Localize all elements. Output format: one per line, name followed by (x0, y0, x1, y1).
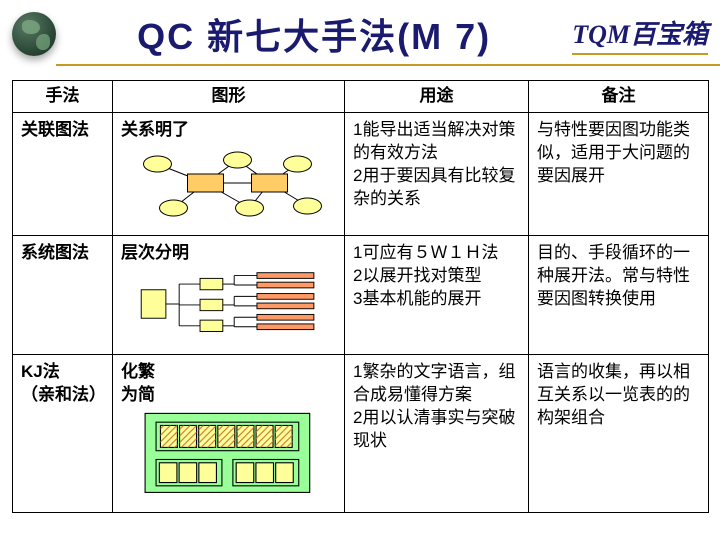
header: QC 新七大手法(M 7) TQM百宝箱 (0, 0, 720, 64)
cell-figure: 关系明了 (113, 112, 345, 235)
figure-label: 层次分明 (121, 242, 336, 265)
methods-table: 手法 图形 用途 备注 关联图法关系明了 1能导出适当解决对策的有效方法 2用于要… (12, 80, 709, 513)
cell-usage: 1繁杂的文字语言，组合成易懂得方案 2用以认清事实与突破现状 (345, 354, 529, 512)
page-title: QC 新七大手法(M 7) (56, 8, 572, 60)
cell-method: 关联图法 (13, 112, 113, 235)
cell-usage: 1可应有５Ｗ１Ｈ法 2以展开找对策型 3基本机能的展开 (345, 235, 529, 354)
figure-label: 关系明了 (121, 119, 336, 142)
cell-method: 系统图法 (13, 235, 113, 354)
th-usage: 用途 (345, 81, 529, 113)
table-row: 关联图法关系明了 1能导出适当解决对策的有效方法 2用于要因具有比较复杂的关系与特… (13, 112, 709, 235)
cell-figure: 化繁 为简 (113, 354, 345, 512)
diagram (121, 267, 336, 341)
th-figure: 图形 (113, 81, 345, 113)
tqm-label: TQM百宝箱 (572, 14, 708, 55)
diagram (121, 409, 336, 499)
table-row: KJ法 （亲和法）化繁 为简1繁杂的文字语言，组合成易懂得方案 2用以认清事实与… (13, 354, 709, 512)
cell-remark: 语言的收集，再以相互关系以一览表的的构架组合 (529, 354, 709, 512)
cell-method: KJ法 （亲和法） (13, 354, 113, 512)
cell-usage: 1能导出适当解决对策的有效方法 2用于要因具有比较复杂的关系 (345, 112, 529, 235)
gold-rule (56, 64, 720, 66)
figure-label: 化繁 为简 (121, 361, 336, 407)
th-method: 手法 (13, 81, 113, 113)
table-header-row: 手法 图形 用途 备注 (13, 81, 709, 113)
table-row: 系统图法层次分明 1可应有５Ｗ１Ｈ法 2以展开找对策型 3基本机能的展开目的、手段… (13, 235, 709, 354)
globe-icon (12, 12, 56, 56)
diagram (121, 144, 336, 222)
th-remark: 备注 (529, 81, 709, 113)
cell-remark: 目的、手段循环的一种展开法。常与特性要因图转换使用 (529, 235, 709, 354)
cell-remark: 与特性要因图功能类似，适用于大问题的要因展开 (529, 112, 709, 235)
cell-figure: 层次分明 (113, 235, 345, 354)
